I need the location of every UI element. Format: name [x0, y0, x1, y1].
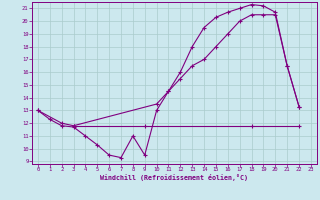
X-axis label: Windchill (Refroidissement éolien,°C): Windchill (Refroidissement éolien,°C) — [100, 174, 248, 181]
